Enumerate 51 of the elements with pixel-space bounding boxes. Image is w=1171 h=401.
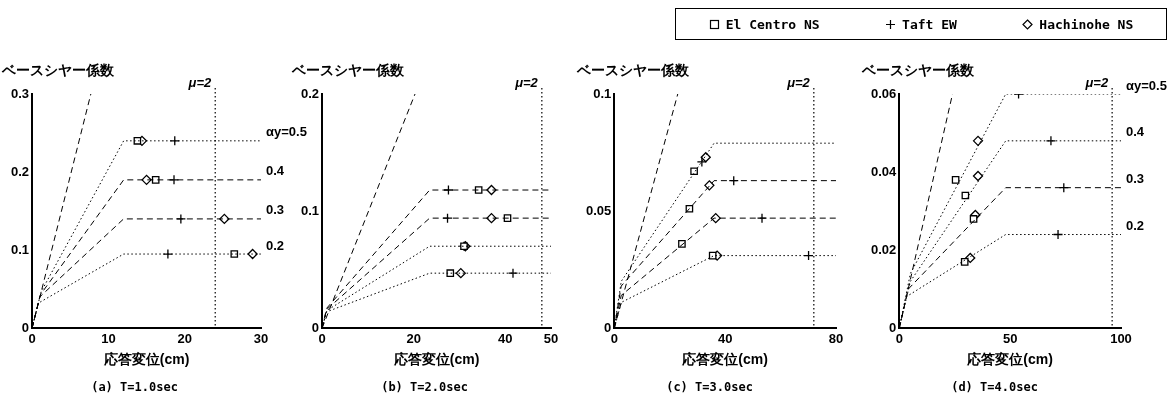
text: 0.2 [266,237,285,253]
text: 0.4 [1126,124,1145,140]
y-tick-label: 0.1 [300,202,320,218]
x-tick-label: 10 [101,330,116,346]
text: (a) T=1.0sec [91,379,178,394]
y-tick-label: 0 [604,319,612,335]
text: (b) T=2.0sec [381,379,468,394]
y-tick-label: 0 [311,319,320,335]
text: (d) T=4.0sec [951,379,1038,394]
text: 0.3 [1126,171,1145,187]
text: (c) T=3.0sec [666,379,753,394]
y-axis-title: ベースシヤー係数 [1,61,115,78]
y-axis-title: ベースシヤー係数 [861,61,975,78]
text: μ=2 [514,75,539,91]
legend-label: Taft EW [902,16,957,32]
text: μ=2 [187,75,212,91]
x-tick-label: 20 [177,330,192,346]
x-tick-label: 40 [497,330,513,346]
text: μ=2 [786,75,811,91]
legend-label: Hachinohe NS [1039,16,1134,32]
y-tick-label: 0.02 [870,241,897,257]
x-tick-label: 30 [253,330,269,346]
text: αy=0.5 [1126,77,1167,93]
x-axis-title: 応答変位(cm) [966,351,1053,368]
y-tick-label: 0.06 [870,85,897,101]
y-tick-label: 0 [889,319,897,335]
y-tick-label: 0.04 [870,163,898,179]
y-axis-title: ベースシヤー係数 [291,61,405,78]
x-tick-label: 40 [717,330,733,346]
x-tick-label: 50 [1002,330,1018,346]
y-tick-label: 0.2 [10,163,30,179]
y-tick-label: 0.05 [585,202,612,218]
y-tick-label: 0.1 [593,85,612,101]
text: 0.3 [266,202,285,218]
y-axis-title: ベースシヤー係数 [576,61,690,78]
x-tick-label: 100 [1110,330,1132,346]
text: αy=0.5 [266,124,307,140]
text: 0.4 [266,163,285,179]
legend-label: El Centro NS [725,16,820,32]
x-tick-label: 50 [543,330,559,346]
x-tick-label: 80 [828,330,844,346]
x-axis-title: 応答変位(cm) [681,351,768,368]
y-tick-label: 0.1 [10,241,30,257]
text: 0.2 [1126,218,1145,234]
y-tick-label: 0.2 [300,85,320,101]
y-tick-label: 0 [21,319,30,335]
y-tick-label: 0.3 [10,85,30,101]
text: μ=2 [1084,75,1109,91]
x-axis-title: 応答変位(cm) [392,351,480,368]
x-tick-label: 20 [406,330,421,346]
x-axis-title: 応答変位(cm) [102,351,190,368]
